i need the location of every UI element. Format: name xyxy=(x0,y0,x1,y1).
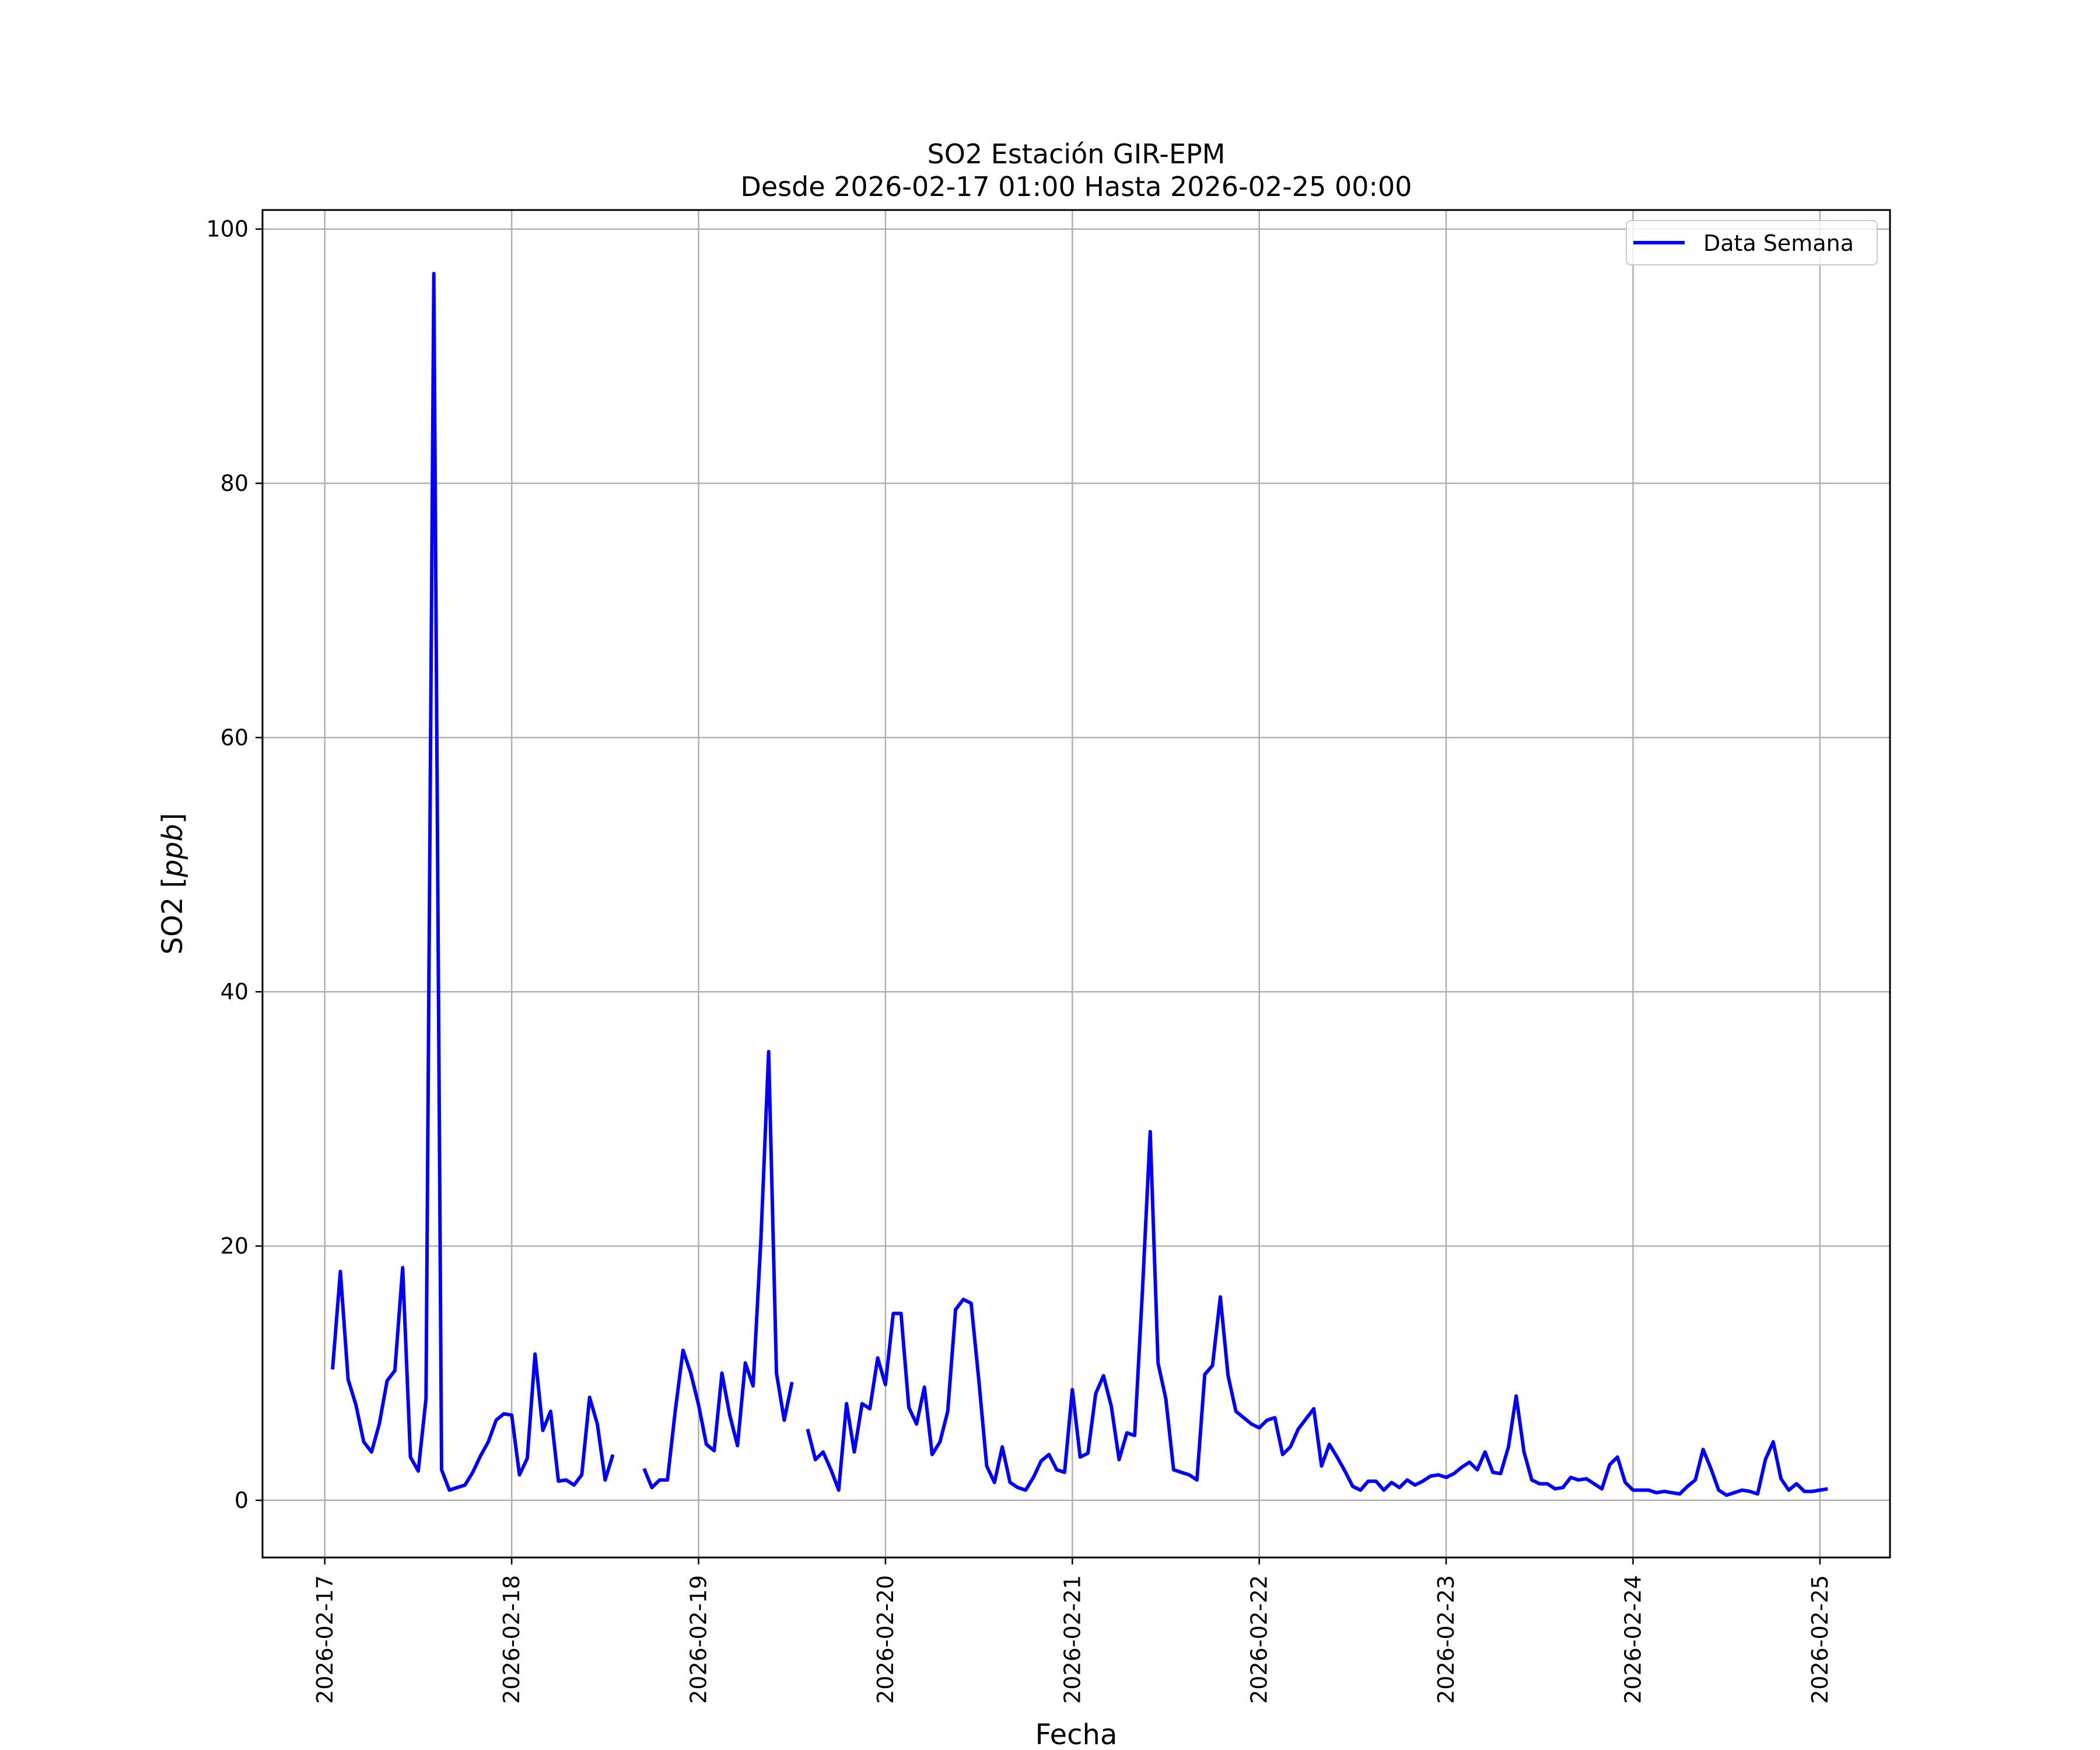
y-axis-label-suffix: ] xyxy=(156,813,189,824)
grid xyxy=(262,210,1890,1558)
series-line-data-semana xyxy=(331,272,1828,1497)
x-tick-label: 2026-02-22 xyxy=(1247,1575,1272,1704)
y-tick-label: 100 xyxy=(206,216,249,242)
x-tick-label: 2026-02-20 xyxy=(873,1575,898,1704)
x-tick-label: 2026-02-21 xyxy=(1059,1575,1085,1704)
y-tick-label: 0 xyxy=(235,1488,249,1513)
x-tick-label: 2026-02-23 xyxy=(1433,1575,1459,1704)
legend: Data Semana xyxy=(1626,220,1878,265)
y-tick-label: 40 xyxy=(220,979,249,1005)
series-layer xyxy=(331,272,1828,1497)
x-tick-label: 2026-02-19 xyxy=(686,1575,712,1704)
x-tick-label: 2026-02-24 xyxy=(1620,1575,1646,1704)
legend-box xyxy=(1626,220,1878,265)
chart-subtitle: Desde 2026-02-17 01:00 Hasta 2026-02-25 … xyxy=(740,171,1412,202)
y-tick-label: 80 xyxy=(220,471,249,496)
y-tick-label: 20 xyxy=(220,1233,249,1259)
plot-frame xyxy=(261,209,1891,1559)
x-tick-label: 2026-02-25 xyxy=(1807,1575,1833,1704)
x-tick-label: 2026-02-17 xyxy=(312,1575,338,1704)
y-axis-label: SO2 [ppb] xyxy=(156,813,189,955)
axis-ticks: 0 20 40 60 80 100 2026-02-17 2026-02-18 2026-02-… xyxy=(206,216,1832,1704)
y-axis-label-unit: ppb xyxy=(156,824,189,877)
x-axis-label: Fecha xyxy=(1035,1718,1118,1750)
y-axis-label-prefix: SO2 [ xyxy=(156,877,189,955)
x-tick-label: 2026-02-18 xyxy=(499,1575,524,1704)
y-tick-label: 60 xyxy=(220,724,249,750)
legend-label-data-semana: Data Semana xyxy=(1703,230,1854,256)
chart-title: SO2 Estación GIR-EPM xyxy=(928,138,1226,170)
